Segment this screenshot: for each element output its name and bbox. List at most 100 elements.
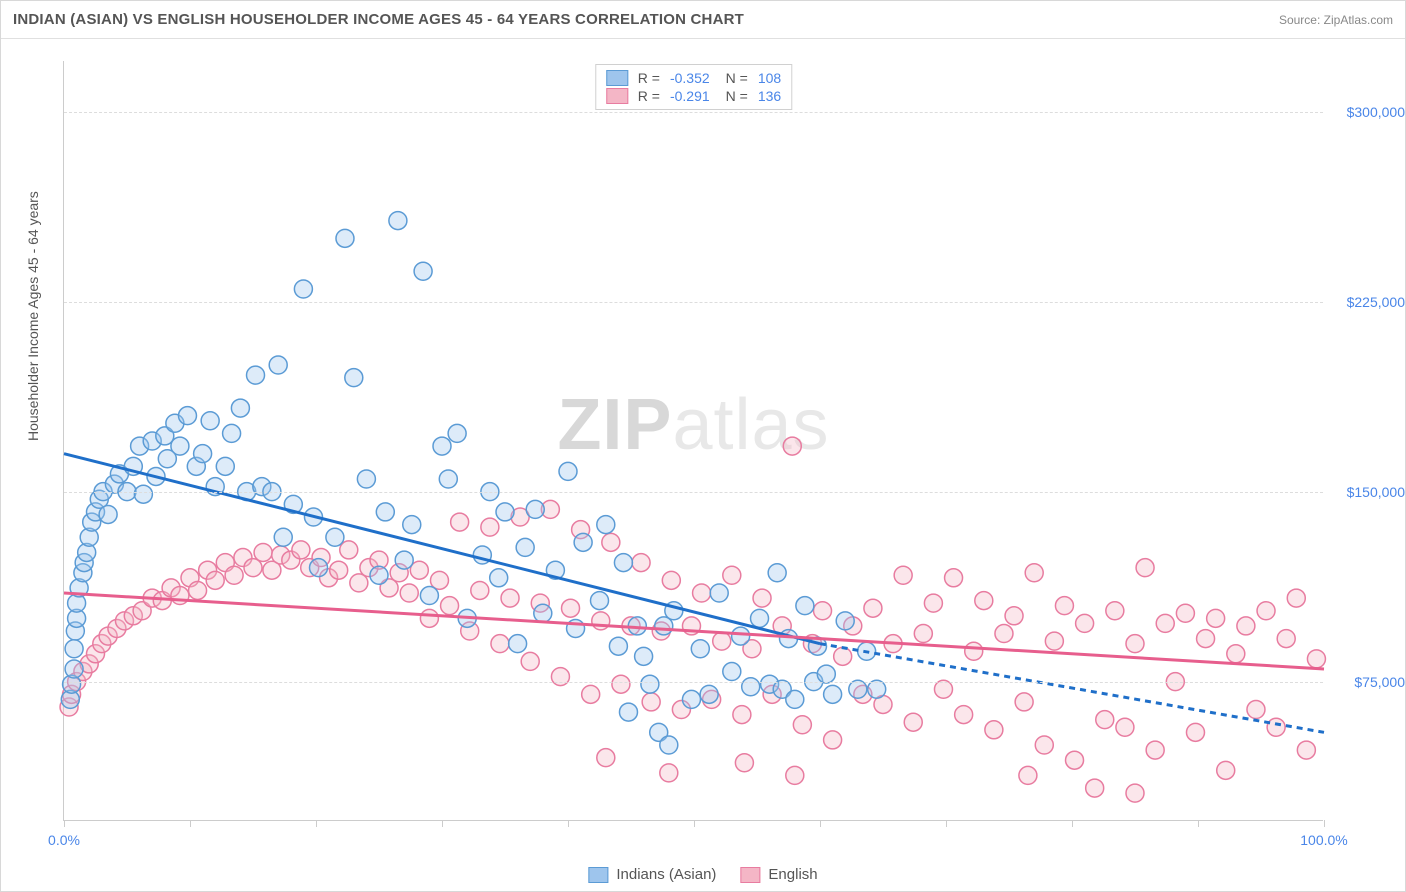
point-indian xyxy=(619,703,637,721)
point-english xyxy=(1126,635,1144,653)
point-english xyxy=(481,518,499,536)
point-english xyxy=(864,599,882,617)
legend-label: English xyxy=(768,866,817,883)
point-indian xyxy=(326,528,344,546)
point-indian xyxy=(496,503,514,521)
point-indian xyxy=(710,584,728,602)
point-indian xyxy=(824,685,842,703)
point-indian xyxy=(516,538,534,556)
point-indian xyxy=(526,500,544,518)
legend-swatch xyxy=(588,867,608,883)
gridline xyxy=(64,112,1323,113)
point-english xyxy=(753,589,771,607)
point-indian xyxy=(310,559,328,577)
point-english xyxy=(642,693,660,711)
x-tick xyxy=(820,820,821,827)
point-indian xyxy=(395,551,413,569)
point-english xyxy=(1227,645,1245,663)
point-indian xyxy=(836,612,854,630)
plot-area: ZIPatlas R =-0.352N =108R =-0.291N =136 … xyxy=(63,61,1323,821)
point-english xyxy=(783,437,801,455)
point-indian xyxy=(439,470,457,488)
point-english xyxy=(894,566,912,584)
point-english xyxy=(995,625,1013,643)
point-english xyxy=(225,566,243,584)
point-indian xyxy=(274,528,292,546)
point-english xyxy=(945,569,963,587)
chart-container: INDIAN (ASIAN) VS ENGLISH HOUSEHOLDER IN… xyxy=(0,0,1406,892)
point-english xyxy=(632,554,650,572)
point-indian xyxy=(868,680,886,698)
point-indian xyxy=(370,566,388,584)
point-english xyxy=(1186,723,1204,741)
point-indian xyxy=(742,678,760,696)
point-english xyxy=(1156,614,1174,632)
x-tick xyxy=(946,820,947,827)
y-tick-label: $150,000 xyxy=(1327,484,1405,500)
point-english xyxy=(662,571,680,589)
y-axis-title: Householder Income Ages 45 - 64 years xyxy=(25,191,41,441)
point-english xyxy=(824,731,842,749)
point-english xyxy=(501,589,519,607)
point-indian xyxy=(691,640,709,658)
y-tick-label: $300,000 xyxy=(1327,104,1405,120)
point-indian xyxy=(574,533,592,551)
point-english xyxy=(733,706,751,724)
gridline xyxy=(64,302,1323,303)
x-tick xyxy=(1198,820,1199,827)
point-english xyxy=(340,541,358,559)
point-english xyxy=(1086,779,1104,797)
point-english xyxy=(693,584,711,602)
point-indian xyxy=(403,516,421,534)
point-english xyxy=(1015,693,1033,711)
point-indian xyxy=(682,690,700,708)
point-english xyxy=(713,632,731,650)
point-indian xyxy=(194,445,212,463)
legend-swatch xyxy=(740,867,760,883)
point-english xyxy=(254,543,272,561)
point-english xyxy=(1025,564,1043,582)
point-indian xyxy=(732,627,750,645)
point-indian xyxy=(357,470,375,488)
legend-label: Indians (Asian) xyxy=(616,866,716,883)
point-english xyxy=(786,766,804,784)
point-indian xyxy=(414,262,432,280)
point-indian xyxy=(345,369,363,387)
point-indian xyxy=(420,587,438,605)
x-tick xyxy=(694,820,695,827)
point-indian xyxy=(796,597,814,615)
point-english xyxy=(1136,559,1154,577)
point-indian xyxy=(700,685,718,703)
point-english xyxy=(206,571,224,589)
point-english xyxy=(975,592,993,610)
gridline xyxy=(64,682,1323,683)
point-indian xyxy=(641,675,659,693)
x-tick xyxy=(1072,820,1073,827)
point-english xyxy=(660,764,678,782)
point-indian xyxy=(660,736,678,754)
point-indian xyxy=(336,229,354,247)
point-english xyxy=(1045,632,1063,650)
point-english xyxy=(1055,597,1073,615)
point-english xyxy=(723,566,741,584)
x-tick xyxy=(316,820,317,827)
point-english xyxy=(292,541,310,559)
point-indian xyxy=(247,366,265,384)
point-english xyxy=(1106,602,1124,620)
point-indian xyxy=(99,505,117,523)
point-english xyxy=(597,749,615,767)
point-english xyxy=(1005,607,1023,625)
x-tick-label: 0.0% xyxy=(48,832,80,848)
point-indian xyxy=(201,412,219,430)
regression-dash-indian xyxy=(820,644,1324,733)
point-english xyxy=(955,706,973,724)
point-english xyxy=(1096,711,1114,729)
point-indian xyxy=(723,663,741,681)
plot-svg xyxy=(64,61,1323,820)
title-bar: INDIAN (ASIAN) VS ENGLISH HOUSEHOLDER IN… xyxy=(1,1,1405,39)
point-english xyxy=(521,652,539,670)
point-indian xyxy=(389,212,407,230)
point-indian xyxy=(614,554,632,572)
point-english xyxy=(1176,604,1194,622)
point-english xyxy=(735,754,753,772)
